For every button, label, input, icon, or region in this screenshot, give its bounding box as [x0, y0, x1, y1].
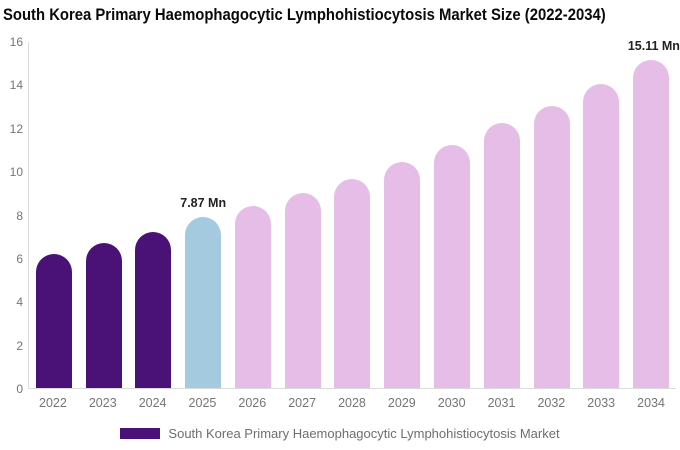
bar-2023 — [85, 242, 122, 388]
y-tick-label: 12 — [9, 121, 23, 136]
plot-area: 7.87 Mn 15.11 Mn — [28, 39, 680, 389]
x-tick-label-2024: 2024 — [138, 396, 167, 410]
bar-2031 — [483, 123, 520, 388]
bar-annotation-2025: 7.87 Mn — [180, 196, 227, 211]
y-tick-label: 6 — [16, 251, 23, 266]
x-tick-label-2022: 2022 — [39, 396, 67, 410]
y-tick-label: 10 — [9, 165, 23, 180]
x-tick-label-2032: 2032 — [537, 396, 566, 410]
bar-2033 — [583, 84, 620, 388]
bar-2029 — [384, 162, 421, 388]
y-tick-label: 14 — [9, 78, 23, 93]
x-tick-label-2030: 2030 — [437, 396, 466, 410]
bar-2028 — [334, 178, 371, 388]
x-tick-label-2034: 2034 — [637, 396, 665, 410]
bar-annotation-2034: 15.11 Mn — [627, 39, 680, 54]
bar-slot-2030 — [427, 42, 477, 388]
x-tick-label-2027: 2027 — [288, 396, 317, 410]
y-tick-label: 0 — [16, 382, 23, 396]
legend: South Korea Primary Haemophagocytic Lymp… — [0, 426, 680, 441]
x-tick-label-2029: 2029 — [387, 396, 416, 410]
y-tick-label: 8 — [16, 208, 23, 223]
bar-slot-2025: 7.87 Mn — [178, 42, 228, 388]
legend-swatch-icon — [120, 428, 161, 439]
bar-slot-2033 — [576, 42, 626, 388]
bar-slot-2027 — [278, 42, 328, 388]
y-tick-label: 16 — [9, 35, 23, 49]
bar-2027 — [284, 192, 321, 388]
x-tick-label-2023: 2023 — [88, 396, 117, 410]
bar-slot-2024 — [129, 42, 179, 388]
bar-slot-2029 — [377, 42, 427, 388]
bar-2026 — [234, 205, 271, 388]
bars-container: 7.87 Mn 15.11 Mn — [29, 39, 680, 388]
bar-2022 — [35, 253, 72, 388]
bar-slot-2026 — [228, 42, 278, 388]
bar-slot-2028 — [328, 42, 378, 388]
bar-2034 — [633, 60, 670, 388]
x-tick-label-2033: 2033 — [587, 396, 616, 410]
bar-2024 — [135, 231, 172, 388]
bar-2032 — [533, 106, 570, 388]
bar-slot-2031 — [477, 42, 527, 388]
chart-title: South Korea Primary Haemophagocytic Lymp… — [3, 6, 606, 24]
x-axis: 2022 2023 2024 2025 2026 2027 2028 2029 2030 2031… — [28, 396, 676, 410]
x-tick-label-2028: 2028 — [338, 396, 366, 410]
bar-slot-2034: 15.11 Mn — [626, 39, 680, 388]
legend-label: South Korea Primary Haemophagocytic Lymp… — [168, 426, 560, 441]
y-tick-label: 2 — [16, 338, 23, 353]
bar-slot-2022 — [29, 42, 79, 388]
bar-2030 — [434, 145, 470, 388]
x-tick-label-2025: 2025 — [188, 396, 217, 410]
bar-slot-2032 — [527, 42, 577, 388]
bar-2025 — [185, 217, 222, 388]
x-tick-label-2026: 2026 — [238, 396, 267, 410]
bar-slot-2023 — [79, 42, 129, 388]
x-tick-label-2031: 2031 — [487, 396, 516, 410]
y-tick-label: 4 — [16, 295, 23, 310]
